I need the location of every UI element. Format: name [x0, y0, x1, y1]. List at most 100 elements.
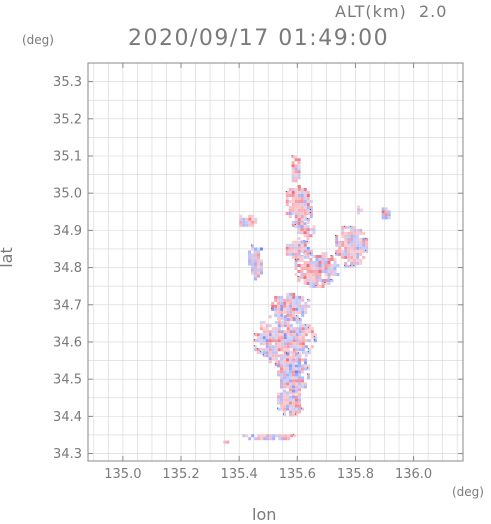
data-cell — [300, 231, 304, 235]
data-cell — [256, 336, 260, 340]
data-cell — [285, 197, 289, 200]
data-cell — [309, 228, 313, 232]
data-cell — [341, 255, 345, 259]
data-cell — [301, 376, 304, 380]
edge-dot — [365, 249, 367, 251]
data-cell — [288, 209, 292, 212]
x-tick-label: 135.2 — [162, 467, 199, 482]
data-cell — [350, 231, 354, 235]
data-cell — [289, 327, 293, 331]
data-cell — [295, 398, 298, 402]
data-cell — [301, 339, 305, 343]
data-cell — [262, 342, 266, 346]
data-cell — [357, 211, 360, 215]
data-cell — [286, 342, 290, 346]
data-cell — [333, 267, 337, 270]
data-cell — [274, 295, 278, 299]
data-cell — [292, 298, 296, 302]
data-cell — [294, 209, 298, 212]
data-cell — [292, 336, 296, 340]
edge-dot — [253, 333, 255, 335]
data-cell — [356, 255, 360, 259]
data-cell — [283, 358, 286, 362]
data-cell — [297, 158, 301, 162]
data-cell — [280, 401, 283, 405]
data-cell — [259, 339, 263, 343]
data-cell — [301, 333, 305, 337]
data-cell — [309, 282, 313, 285]
edge-dot — [324, 282, 326, 283]
x-tick-label: 135.0 — [104, 467, 141, 482]
data-cell — [318, 255, 322, 258]
data-cell — [315, 264, 319, 267]
data-cell — [278, 434, 282, 438]
data-cell — [245, 220, 249, 224]
data-cell — [295, 339, 299, 343]
data-cell — [304, 351, 308, 355]
data-cell — [307, 330, 311, 334]
data-cell — [292, 379, 295, 383]
data-cell — [277, 407, 280, 411]
data-cell — [324, 267, 328, 270]
data-cell — [362, 231, 366, 235]
data-cell — [347, 255, 351, 259]
data-cell — [312, 261, 316, 264]
data-cell — [330, 267, 334, 270]
edge-dot — [259, 351, 261, 353]
data-cell — [306, 276, 310, 279]
data-cell — [298, 388, 301, 392]
data-cell — [291, 255, 295, 259]
data-cell — [312, 225, 316, 229]
data-cell — [362, 255, 366, 259]
data-cell — [297, 215, 301, 218]
data-cell — [338, 252, 342, 256]
data-cell — [289, 367, 292, 371]
data-cell — [283, 351, 287, 355]
data-cell — [280, 373, 283, 377]
data-cell — [298, 339, 302, 343]
data-cell — [303, 264, 307, 267]
data-cell — [356, 261, 360, 265]
data-cell — [280, 316, 284, 320]
data-cell — [298, 330, 302, 334]
data-cell — [280, 348, 284, 352]
data-cell — [356, 258, 360, 262]
data-cell — [306, 240, 310, 244]
data-cell — [310, 336, 314, 340]
data-cell — [338, 249, 342, 253]
edge-dot — [344, 225, 346, 227]
data-cell — [353, 252, 357, 256]
data-cell — [291, 246, 295, 250]
data-cell — [303, 267, 307, 270]
data-cell — [298, 355, 301, 359]
data-cell — [274, 304, 278, 308]
data-cell — [297, 228, 301, 232]
data-cell — [262, 327, 266, 331]
data-cell — [292, 355, 295, 359]
data-cell — [274, 330, 278, 334]
data-cell — [318, 270, 322, 273]
data-cell — [262, 339, 266, 343]
data-cell — [297, 243, 301, 247]
data-cell — [350, 249, 354, 253]
edge-dot — [335, 252, 337, 254]
data-cell — [283, 321, 287, 325]
data-cell — [286, 407, 289, 411]
data-cell — [268, 339, 272, 343]
data-cell — [251, 220, 255, 224]
x-unit-label: (deg) — [452, 485, 484, 499]
data-cell — [260, 268, 263, 272]
data-cell — [327, 270, 331, 273]
data-cell — [298, 310, 302, 314]
data-cell — [272, 434, 276, 438]
data-cell — [297, 188, 301, 191]
data-cell — [295, 310, 299, 314]
data-cell — [309, 261, 313, 264]
data-cell — [283, 301, 287, 305]
data-cell — [321, 282, 325, 285]
data-cell — [259, 333, 263, 337]
data-cell — [283, 367, 286, 371]
data-cell — [300, 249, 304, 253]
data-cell — [306, 225, 310, 229]
data-cell — [256, 339, 260, 343]
